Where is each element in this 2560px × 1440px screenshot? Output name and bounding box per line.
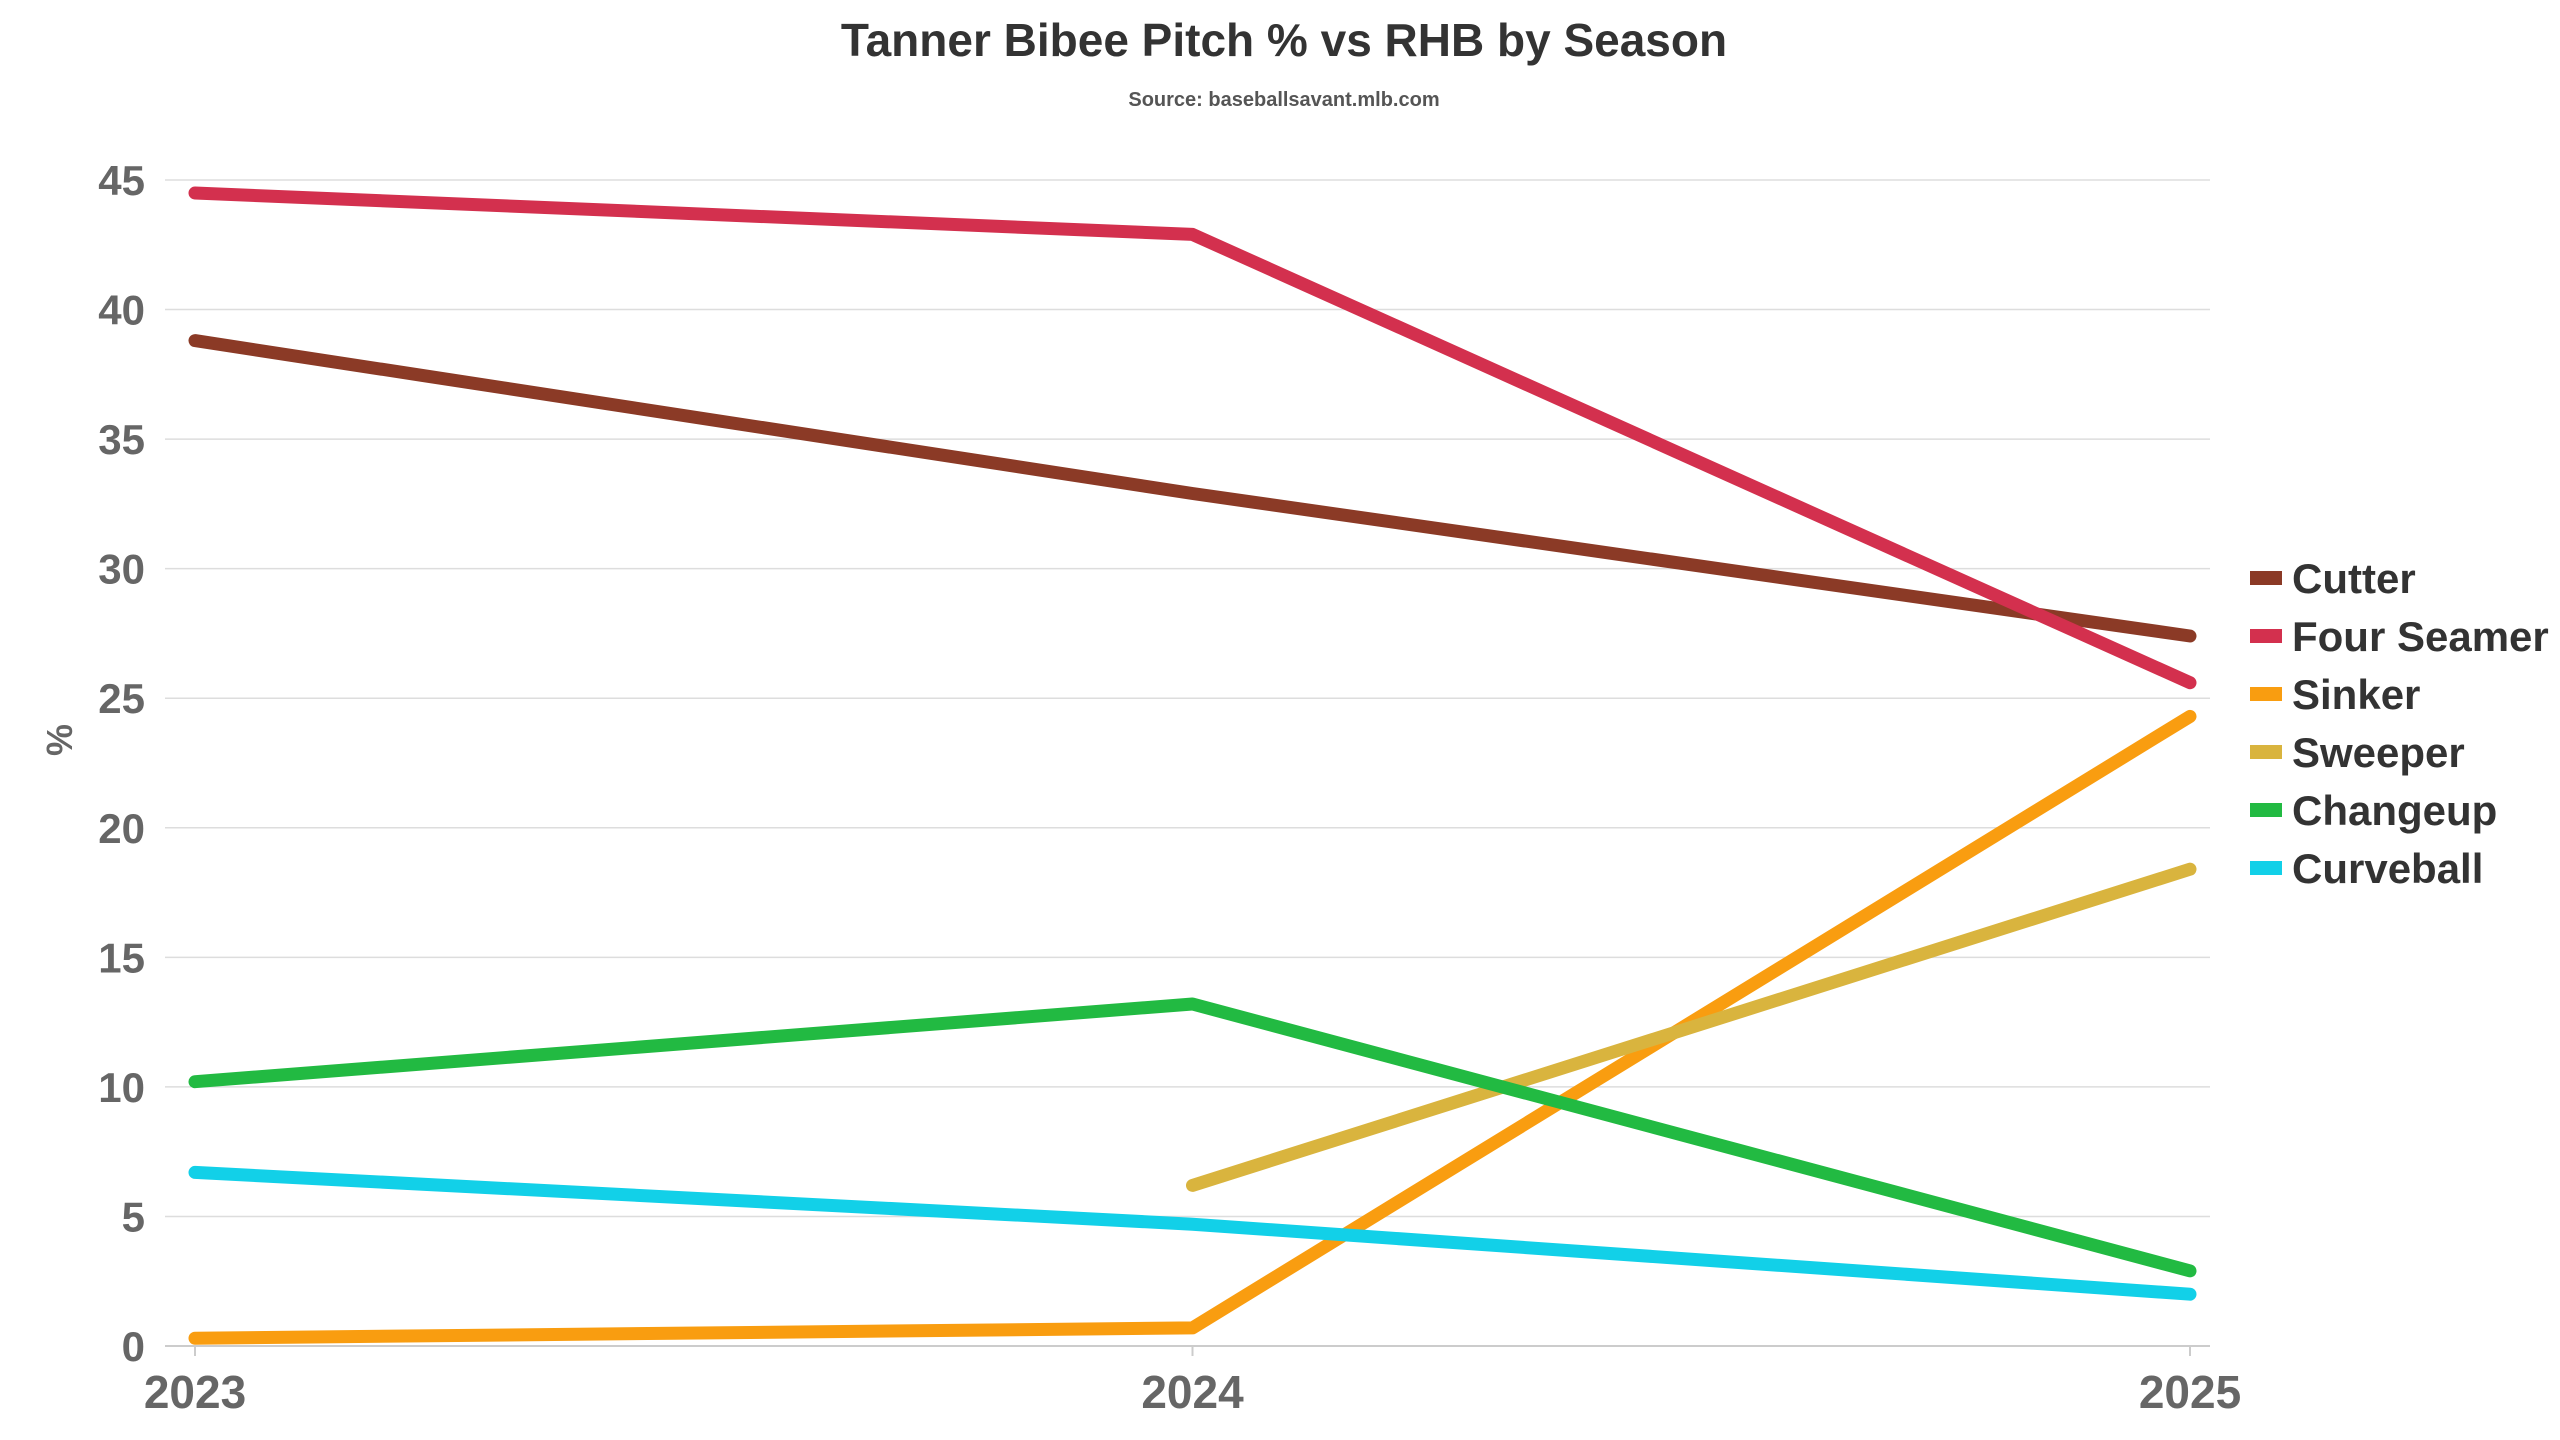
y-tick-label: 25 (98, 675, 145, 722)
legend-swatch-sweeper (2250, 745, 2282, 759)
legend-swatch-curveball (2250, 861, 2282, 875)
legend-label-four-seamer: Four Seamer (2292, 613, 2549, 660)
legend-swatch-four-seamer (2250, 629, 2282, 643)
y-tick-label: 30 (98, 546, 145, 593)
y-tick-label: 10 (98, 1064, 145, 1111)
y-tick-label: 5 (122, 1193, 145, 1240)
y-tick-label: 45 (98, 157, 145, 204)
legend-swatch-sinker (2250, 687, 2282, 701)
legend-label-sinker: Sinker (2292, 671, 2420, 718)
series-line-sweeper (1186, 862, 2197, 1192)
x-tick-label: 2025 (2139, 1366, 2241, 1418)
series-line-sinker (188, 709, 2197, 1345)
series-line-changeup (188, 997, 2197, 1278)
legend-label-changeup: Changeup (2292, 787, 2497, 834)
chart-subtitle: Source: baseballsavant.mlb.com (1128, 89, 1439, 111)
series-line-cutter (188, 334, 2197, 643)
legend-swatch-cutter (2250, 571, 2282, 585)
legend-swatch-changeup (2250, 803, 2282, 817)
series-line-curveball (188, 1165, 2197, 1301)
y-axis-label: % (39, 724, 80, 756)
series-line-four-seamer (188, 186, 2197, 690)
legend-label-curveball: Curveball (2292, 845, 2483, 892)
legend-label-sweeper: Sweeper (2292, 729, 2465, 776)
y-tick-label: 35 (98, 416, 145, 463)
gridlines (165, 179, 2210, 1218)
x-tick-label: 2023 (144, 1366, 246, 1418)
chart-title: Tanner Bibee Pitch % vs RHB by Season (841, 14, 1727, 66)
y-tick-label: 40 (98, 287, 145, 334)
x-tick-label: 2024 (1141, 1366, 1244, 1418)
y-tick-label: 15 (98, 934, 145, 981)
series-lines (188, 186, 2197, 1345)
legend: Cutter Four Seamer Sinker Sweeper Changeup Cu… (2250, 555, 2549, 892)
y-tick-label: 0 (122, 1323, 145, 1370)
legend-label-cutter: Cutter (2292, 555, 2416, 602)
y-tick-label: 20 (98, 805, 145, 852)
